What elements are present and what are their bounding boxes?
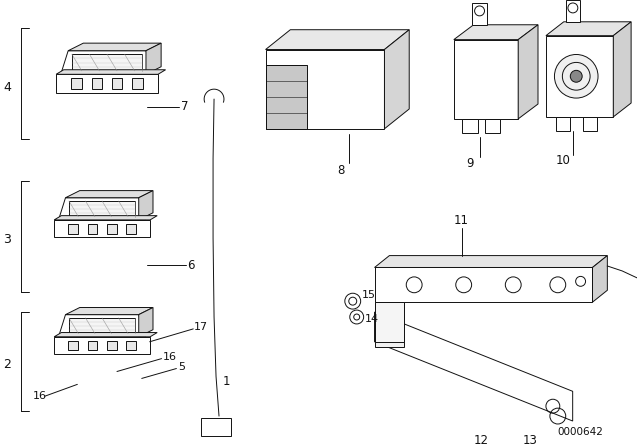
- Text: 4: 4: [3, 81, 11, 94]
- Text: 17: 17: [195, 322, 209, 332]
- Polygon shape: [472, 3, 488, 25]
- Polygon shape: [583, 117, 596, 131]
- Polygon shape: [374, 312, 573, 421]
- Text: 3: 3: [3, 233, 11, 246]
- Polygon shape: [65, 190, 153, 198]
- Polygon shape: [139, 190, 153, 220]
- Text: 16: 16: [33, 391, 47, 401]
- Bar: [126, 224, 136, 233]
- Polygon shape: [374, 256, 607, 267]
- Polygon shape: [566, 0, 580, 22]
- Bar: [88, 224, 97, 233]
- Bar: [88, 340, 97, 350]
- Circle shape: [345, 293, 361, 309]
- Text: 12: 12: [474, 435, 488, 448]
- Bar: [68, 340, 78, 350]
- Text: 7: 7: [181, 100, 189, 113]
- Polygon shape: [454, 25, 538, 39]
- Polygon shape: [385, 30, 409, 129]
- Polygon shape: [593, 256, 607, 302]
- Text: 8: 8: [337, 164, 344, 177]
- Bar: [69, 318, 135, 333]
- Polygon shape: [374, 302, 404, 342]
- Polygon shape: [462, 119, 478, 133]
- Polygon shape: [518, 25, 538, 119]
- Polygon shape: [546, 22, 631, 36]
- Polygon shape: [266, 30, 409, 50]
- Circle shape: [570, 70, 582, 82]
- Bar: [71, 78, 82, 89]
- Bar: [112, 78, 122, 89]
- Bar: [201, 418, 231, 436]
- Text: 2: 2: [3, 358, 11, 371]
- Text: 10: 10: [556, 154, 571, 167]
- Polygon shape: [266, 65, 307, 129]
- Polygon shape: [56, 70, 166, 74]
- Polygon shape: [58, 314, 146, 337]
- Polygon shape: [454, 39, 518, 119]
- Text: 6: 6: [188, 259, 195, 272]
- Polygon shape: [139, 307, 153, 337]
- Text: 11: 11: [454, 215, 468, 228]
- Text: 16: 16: [163, 352, 177, 362]
- Bar: [107, 340, 116, 350]
- Text: 0000642: 0000642: [558, 427, 604, 437]
- Polygon shape: [61, 51, 154, 74]
- Polygon shape: [56, 74, 158, 93]
- Bar: [69, 201, 135, 216]
- Polygon shape: [146, 43, 161, 74]
- Bar: [68, 224, 78, 233]
- Polygon shape: [546, 36, 613, 117]
- Text: 1: 1: [223, 375, 230, 388]
- Polygon shape: [54, 215, 157, 220]
- Bar: [132, 78, 143, 89]
- Text: 15: 15: [362, 290, 376, 300]
- Polygon shape: [374, 302, 404, 347]
- Text: 5: 5: [179, 362, 186, 371]
- Polygon shape: [68, 43, 161, 51]
- Circle shape: [554, 55, 598, 98]
- Bar: [637, 270, 640, 286]
- Text: 9: 9: [467, 157, 474, 170]
- Text: 14: 14: [365, 314, 379, 324]
- Polygon shape: [58, 198, 146, 220]
- Polygon shape: [54, 332, 157, 337]
- Bar: [92, 78, 102, 89]
- Circle shape: [350, 310, 364, 324]
- Polygon shape: [484, 119, 500, 133]
- Bar: [72, 54, 142, 71]
- Bar: [126, 340, 136, 350]
- Polygon shape: [266, 50, 385, 129]
- Polygon shape: [65, 307, 153, 314]
- Bar: [107, 224, 116, 233]
- Polygon shape: [54, 337, 150, 354]
- Polygon shape: [374, 267, 593, 302]
- Text: 13: 13: [523, 435, 538, 448]
- Polygon shape: [613, 22, 631, 117]
- Polygon shape: [556, 117, 570, 131]
- Polygon shape: [54, 220, 150, 237]
